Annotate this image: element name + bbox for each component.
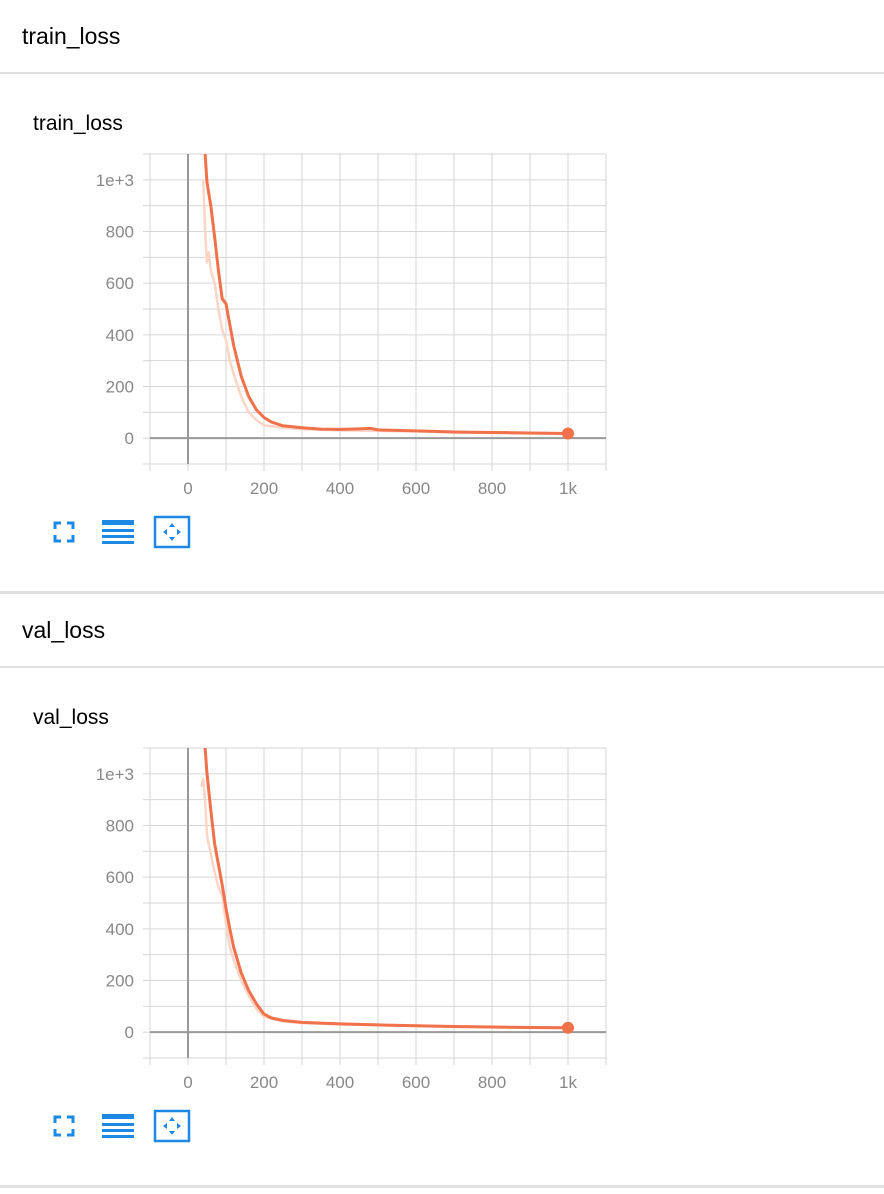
loss-chart[interactable]: 0 200 400 600 800 1k 0 200 400 600 800 1e+3 [0,74,884,594]
x-tick-label: 0 [183,479,192,498]
last-point-marker [562,1021,574,1034]
chart-card: val_loss 0 200 400 600 800 1k 0 200 400 600 800 1e+… [0,668,884,1188]
fullscreen-button[interactable] [44,514,84,550]
y-tick-label: 200 [106,972,134,991]
x-tick-label: 0 [183,1073,192,1092]
toggle-data-table-button[interactable] [98,514,138,550]
data-table-icon [102,1114,134,1138]
smoothed-series-line [203,154,569,435]
y-tick-label: 400 [106,326,134,345]
fullscreen-icon [53,521,75,543]
y-tick-label: 800 [106,817,134,836]
y-tick-label: 800 [106,223,134,242]
x-tick-label: 800 [478,479,506,498]
x-tick-label: 400 [326,1073,354,1092]
x-tick-label: 600 [402,479,430,498]
fit-domain-button[interactable] [152,1108,192,1144]
x-tick-label: 800 [478,1073,506,1092]
x-tick-label: 1k [559,479,577,498]
y-tick-label: 1e+3 [96,171,134,190]
fit-domain-button[interactable] [152,514,192,550]
fullscreen-button[interactable] [44,1108,84,1144]
chart-title: val_loss [33,706,109,729]
y-tick-label: 200 [106,378,134,397]
chart-card: train_loss 0 200 400 600 800 1k 0 200 400 600 800 1… [0,74,884,594]
fit-domain-icon [153,1109,191,1143]
y-tick-label: 600 [106,274,134,293]
x-tick-label: 200 [250,479,278,498]
toggle-data-table-button[interactable] [98,1108,138,1144]
chart-title: train_loss [33,112,123,135]
chart-toolbar [44,1108,206,1144]
y-tick-label: 1e+3 [96,765,134,784]
fit-domain-icon [153,515,191,549]
y-tick-label: 400 [106,920,134,939]
x-tick-label: 400 [326,479,354,498]
x-tick-label: 600 [402,1073,430,1092]
section-header[interactable]: train_loss [0,0,884,74]
y-tick-label: 0 [125,429,134,448]
data-table-icon [102,520,134,544]
last-point-marker [562,427,574,440]
section: val_loss val_loss 0 200 400 600 800 1k 0 200 400… [0,594,884,1188]
smoothed-series-line [203,748,569,1030]
raw-series-line [201,179,569,436]
x-tick-label: 1k [559,1073,577,1092]
y-tick-label: 600 [106,868,134,887]
x-tick-label: 200 [250,1073,278,1092]
fullscreen-icon [53,1115,75,1137]
loss-chart[interactable]: 0 200 400 600 800 1k 0 200 400 600 800 1e+3 [0,668,884,1188]
chart-toolbar [44,514,206,550]
y-tick-label: 0 [125,1023,134,1042]
section: train_loss train_loss 0 200 400 600 800 1k 0 20… [0,0,884,594]
section-header[interactable]: val_loss [0,594,884,668]
